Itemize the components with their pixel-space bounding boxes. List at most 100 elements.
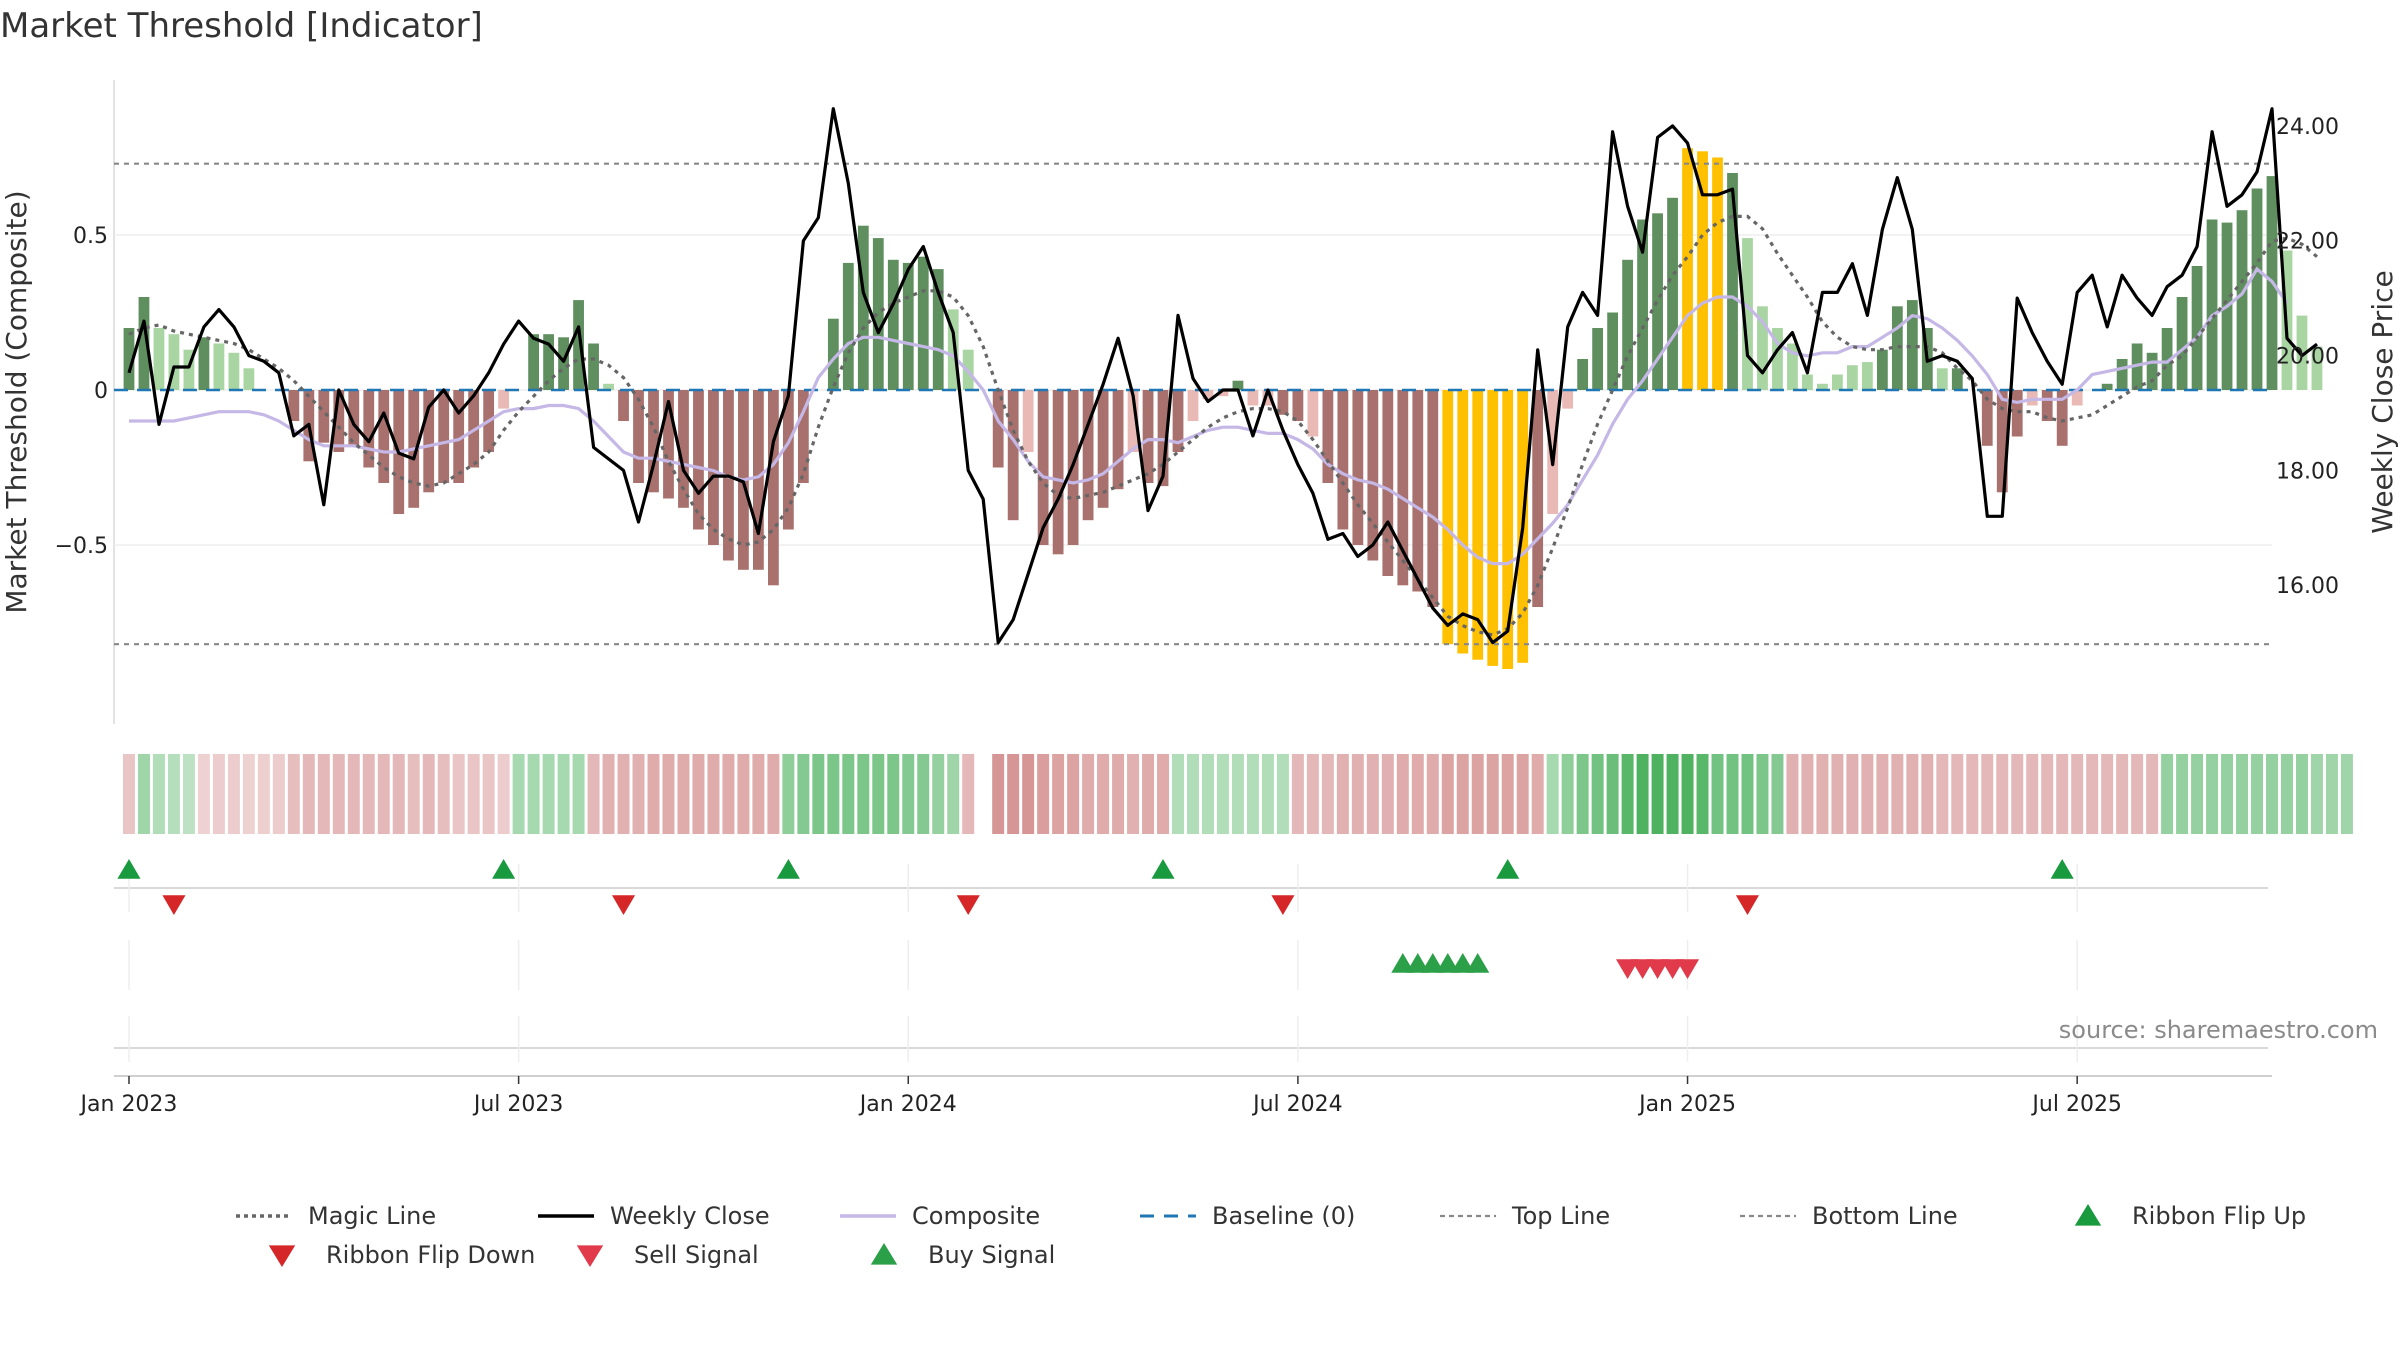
- y-left-tick-label: 0: [94, 379, 108, 404]
- composite-bar: [1697, 151, 1708, 390]
- ribbon-cell: [782, 754, 795, 834]
- composite-bar: [1652, 213, 1663, 390]
- ribbon-cell: [212, 754, 225, 834]
- ribbon-cell: [1067, 754, 1080, 834]
- ribbon-cell: [1291, 754, 1304, 834]
- ribbon-cell: [587, 754, 600, 834]
- y-axis-left-title: Market Threshold (Composite): [0, 190, 33, 613]
- ribbon-cell: [2295, 754, 2308, 834]
- x-tick-label: Jan 2025: [1637, 1092, 1736, 1117]
- ribbon-cell: [2116, 754, 2129, 834]
- composite-bar: [1532, 390, 1544, 607]
- ribbon-cell: [542, 754, 555, 834]
- composite-bar: [1247, 390, 1259, 406]
- composite-bar: [543, 334, 554, 390]
- composite-bar: [528, 334, 540, 390]
- composite-bar: [1457, 390, 1469, 654]
- composite-bar: [1682, 148, 1693, 390]
- composite-bar: [947, 309, 959, 390]
- legend-item: Top Line: [1440, 1202, 1610, 1230]
- composite-bar: [1562, 390, 1574, 409]
- legend-swatch: [870, 1243, 898, 1265]
- ribbon-cell: [2056, 754, 2069, 834]
- composite-bar: [1187, 390, 1199, 421]
- composite-bar: [1082, 390, 1094, 521]
- composite-bar: [1412, 390, 1424, 592]
- ribbon-cell: [692, 754, 705, 834]
- composite-bar: [213, 343, 225, 390]
- ribbon-cell: [527, 754, 540, 834]
- composite-bar: [1307, 390, 1319, 437]
- ribbon-cell: [797, 754, 810, 834]
- composite-bar: [2071, 390, 2083, 406]
- ribbon-cell: [1831, 754, 1844, 834]
- legend-item: Baseline (0): [1140, 1202, 1355, 1230]
- ribbon-cell: [1157, 754, 1170, 834]
- sell-signal-marker: [1631, 959, 1655, 979]
- composite-bar: [782, 390, 794, 530]
- ribbon-cell: [2086, 754, 2099, 834]
- ribbon-cell: [227, 754, 240, 834]
- legend-swatch: [576, 1245, 604, 1267]
- legend: Magic Line Weekly Close Composite Baseline …: [236, 1202, 2306, 1269]
- composite-bar: [498, 390, 510, 409]
- composite-bar: [1577, 359, 1589, 390]
- composite-bar: [1592, 328, 1604, 390]
- composite-bar: [138, 297, 150, 390]
- composite-bar: [902, 262, 914, 390]
- y-right-tick-label: 18.00: [2276, 459, 2339, 484]
- ribbon-cell: [1636, 754, 1649, 834]
- composite-bar: [1367, 390, 1379, 561]
- ribbon-cell: [1711, 754, 1724, 834]
- legend-swatch: [268, 1245, 296, 1267]
- ribbon-cell: [1801, 754, 1814, 834]
- composite-bar: [1472, 390, 1484, 660]
- composite-bar: [2161, 328, 2173, 390]
- ribbon-cell: [1201, 754, 1214, 834]
- composite-bar: [1742, 238, 1753, 390]
- legend-label: Magic Line: [308, 1202, 436, 1230]
- ribbon-cell: [1606, 754, 1619, 834]
- ribbon-cell: [1921, 754, 1934, 834]
- legend-label: Sell Signal: [634, 1241, 759, 1269]
- ribbon-cell: [2206, 754, 2219, 834]
- ribbon-cell: [2176, 754, 2189, 834]
- ribbon-flip-down-marker: [1271, 895, 1295, 915]
- composite-line: [129, 266, 2289, 566]
- signals-layer: [114, 859, 2268, 1062]
- ribbon-cell: [1651, 754, 1664, 834]
- ribbon-flip-up-marker: [2050, 859, 2074, 879]
- composite-bar: [1981, 390, 1993, 446]
- composite-bar: [633, 390, 644, 483]
- ribbon-cell: [1351, 754, 1364, 834]
- composite-bar: [1817, 383, 1828, 390]
- composite-bar: [2116, 359, 2128, 390]
- ribbon-cell: [1861, 754, 1874, 834]
- ribbon-cell: [1022, 754, 1035, 834]
- composite-bar: [1802, 374, 1813, 390]
- composite-bar: [1442, 390, 1454, 645]
- composite-bar: [2206, 219, 2218, 390]
- x-axis: Jan 2023 Jul 2023 Jan 2024 Jul 2024 Jan 2025…: [79, 1075, 2272, 1117]
- composite-bar: [1787, 343, 1798, 390]
- composite-bar: [1727, 173, 1738, 390]
- y-right-tick-label: 16.00: [2276, 574, 2339, 599]
- composite-bar: [2311, 346, 2323, 390]
- composite-bar: [2056, 390, 2068, 446]
- composite-bar: [153, 328, 165, 390]
- composite-bar: [1292, 390, 1304, 421]
- composite-bar: [348, 390, 360, 446]
- sell-signal-marker: [1676, 959, 1700, 979]
- ribbon-cell: [1531, 754, 1544, 834]
- composite-bar: [423, 390, 435, 493]
- legend-swatch: [2074, 1204, 2102, 1226]
- ribbon-cell: [1471, 754, 1484, 834]
- bars-layer: [123, 148, 2323, 669]
- composite-bar: [243, 368, 255, 390]
- ribbon-cell: [1906, 754, 1919, 834]
- ribbon-cell: [1336, 754, 1349, 834]
- composite-bar: [1487, 390, 1499, 666]
- composite-bar: [1322, 390, 1334, 483]
- composite-bar: [453, 390, 465, 483]
